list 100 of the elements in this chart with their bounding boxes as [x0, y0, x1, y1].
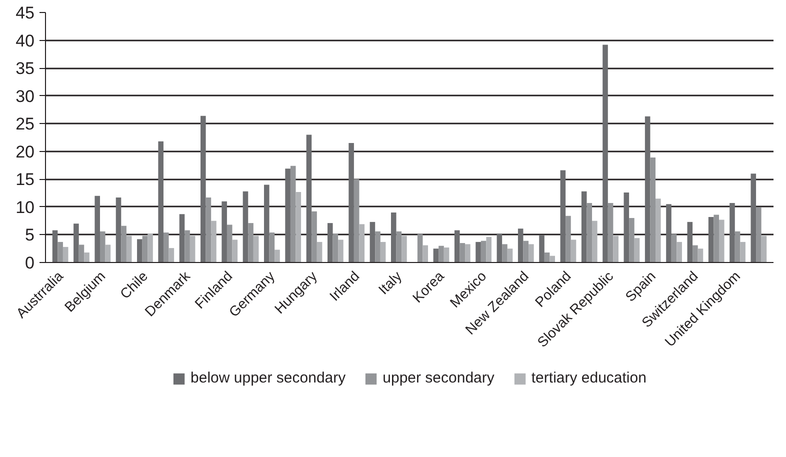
bar	[137, 239, 142, 262]
bar	[539, 235, 544, 262]
bar	[190, 236, 196, 262]
y-tick-label: 35	[16, 59, 35, 78]
bar	[78, 244, 84, 262]
bar	[222, 201, 227, 262]
bar	[438, 246, 444, 262]
bar	[148, 234, 153, 262]
bar	[676, 242, 682, 262]
bar	[332, 234, 338, 262]
bar	[327, 223, 333, 262]
y-tick-label: 0	[25, 254, 35, 272]
bar	[476, 242, 481, 262]
bar	[84, 252, 90, 262]
bar	[338, 240, 344, 262]
bar	[433, 248, 439, 262]
bar	[624, 192, 630, 262]
bar	[460, 243, 466, 262]
bar	[592, 220, 598, 262]
bar	[285, 168, 290, 262]
bar	[566, 216, 571, 262]
bar	[62, 246, 68, 262]
bar	[264, 184, 270, 262]
bar	[634, 238, 640, 262]
bar	[613, 236, 618, 262]
bar	[370, 222, 376, 262]
y-tick-label: 10	[16, 198, 35, 217]
bar	[560, 170, 566, 262]
y-tick-label: 30	[16, 86, 35, 106]
bar	[306, 134, 312, 262]
bar	[296, 192, 302, 262]
bar	[740, 242, 746, 262]
bar	[142, 236, 148, 262]
bar	[211, 220, 216, 262]
bar	[518, 228, 524, 262]
bar	[105, 244, 111, 262]
bar	[666, 204, 672, 262]
bar	[242, 191, 248, 262]
bar	[312, 211, 317, 262]
bar	[396, 231, 402, 262]
y-tick-label: 5	[25, 226, 35, 245]
bar	[274, 250, 280, 262]
legend-label: upper secondary	[382, 370, 494, 386]
bar	[168, 248, 174, 262]
bar	[52, 230, 58, 262]
legend-label: tertiary education	[531, 370, 646, 386]
bar	[253, 236, 259, 262]
bar	[719, 220, 724, 262]
bar	[523, 240, 529, 262]
bar	[417, 234, 423, 262]
bar	[486, 236, 492, 262]
bar	[502, 244, 508, 262]
legend-label: below upper secondary	[190, 370, 346, 386]
bar	[348, 143, 354, 262]
bar	[74, 224, 79, 262]
bar	[232, 240, 238, 262]
bar	[58, 242, 63, 262]
bar	[454, 230, 460, 262]
bar	[550, 256, 555, 262]
bar	[126, 236, 132, 262]
y-tick-label: 40	[16, 31, 35, 50]
bar	[708, 216, 714, 262]
bar	[465, 244, 470, 262]
bar	[480, 240, 486, 262]
bar	[756, 208, 762, 262]
bar	[586, 203, 592, 262]
bar	[316, 242, 322, 262]
bar	[390, 212, 396, 262]
bar	[750, 174, 756, 262]
bar	[570, 240, 576, 262]
bar	[644, 116, 650, 262]
bar	[206, 198, 212, 262]
bar	[528, 244, 534, 262]
bar	[734, 231, 740, 262]
bar	[761, 236, 767, 262]
bar	[226, 224, 232, 262]
bar	[354, 179, 360, 262]
y-tick-label: 20	[16, 142, 35, 162]
bar	[375, 231, 380, 262]
bar	[496, 234, 502, 262]
bar	[402, 236, 407, 262]
bar	[200, 116, 206, 262]
bar	[656, 198, 661, 262]
bar	[248, 223, 254, 262]
x-tick-label: Italy	[375, 268, 405, 298]
bar	[116, 198, 122, 262]
y-tick-label: 25	[16, 114, 35, 134]
bar	[687, 222, 693, 262]
bar	[692, 245, 698, 262]
bar	[730, 203, 735, 262]
bar	[602, 44, 608, 262]
bar	[380, 242, 386, 262]
bar	[158, 141, 164, 262]
y-tick-label: 15	[16, 170, 35, 190]
bar	[269, 232, 275, 262]
bar	[629, 218, 634, 262]
bar	[507, 248, 513, 262]
bar	[544, 252, 550, 262]
bar	[608, 203, 614, 262]
bar	[290, 166, 296, 262]
